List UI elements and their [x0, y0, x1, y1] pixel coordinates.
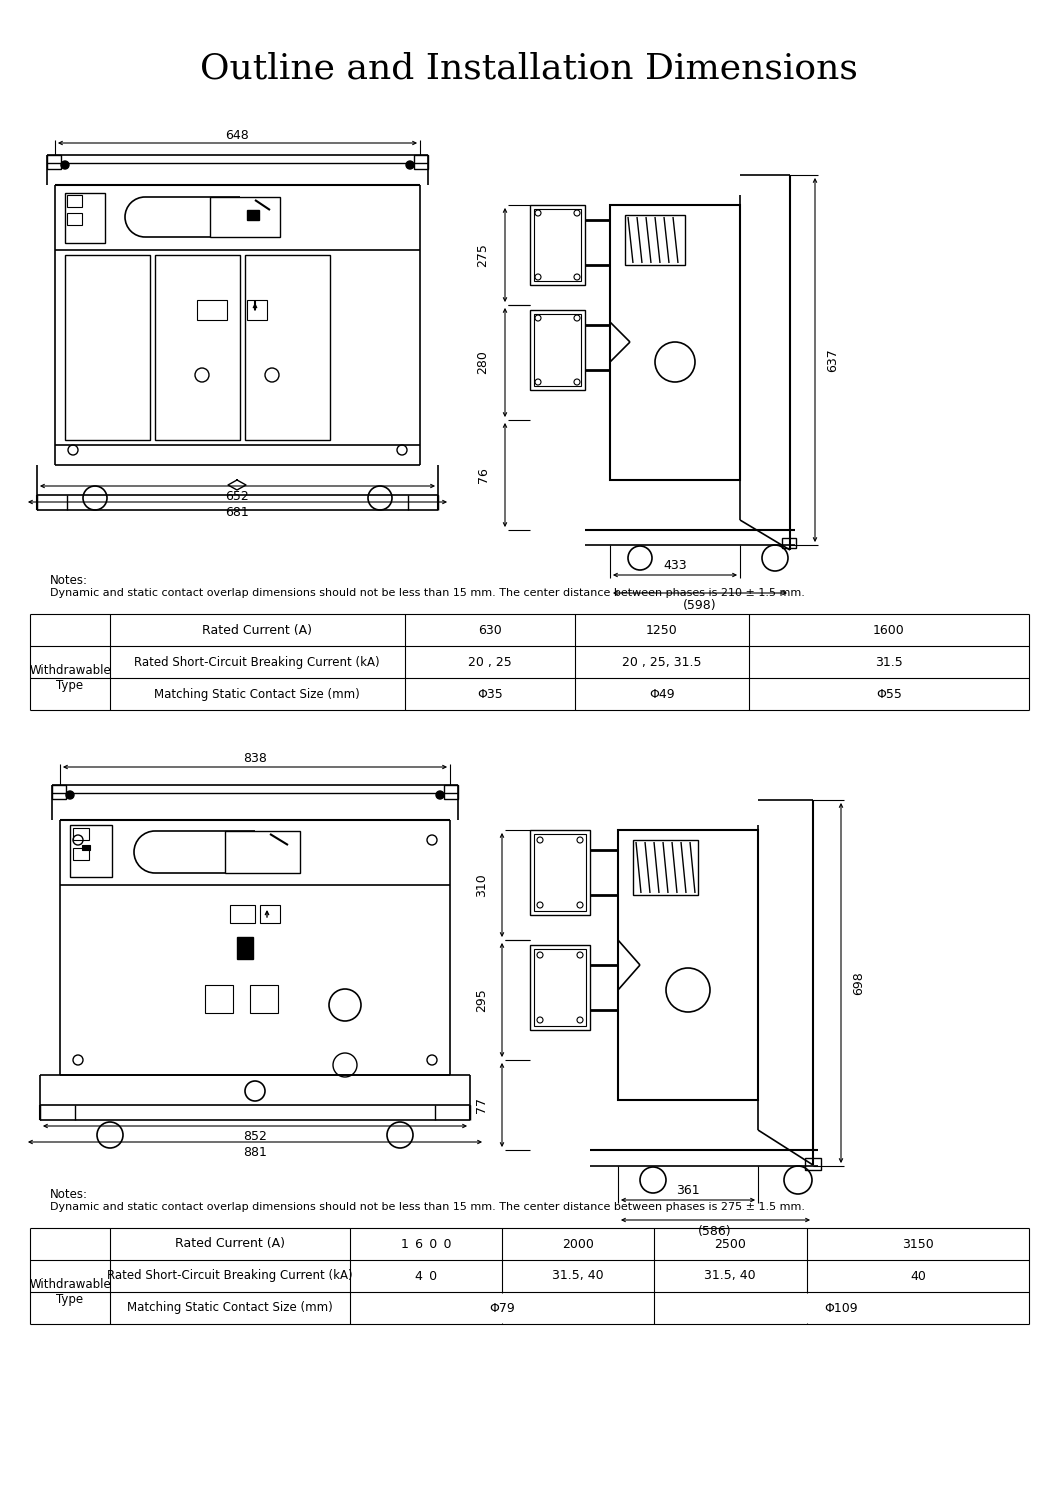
Bar [534, 314, 581, 386]
Text: 275: 275 [477, 242, 489, 266]
Text: 652: 652 [226, 489, 249, 503]
Bar [610, 205, 740, 480]
Text: Matching Static Contact Size (mm): Matching Static Contact Size (mm) [155, 688, 360, 700]
Bar [210, 197, 280, 236]
Text: (586): (586) [698, 1225, 732, 1239]
Text: Notes:: Notes: [50, 1188, 88, 1201]
Text: 40: 40 [910, 1270, 926, 1282]
Bar [247, 301, 267, 320]
Circle shape [66, 791, 74, 799]
Text: Withdrawable
Type: Withdrawable Type [30, 664, 111, 693]
Bar [65, 254, 150, 440]
Text: 361: 361 [677, 1183, 700, 1197]
Bar [261, 905, 280, 923]
Text: 31.5: 31.5 [875, 655, 903, 669]
Text: Dynamic and static contact overlap dimensions should not be less than 15 mm. The: Dynamic and static contact overlap dimen… [50, 1201, 805, 1212]
Text: 76: 76 [477, 467, 489, 483]
Text: Matching Static Contact Size (mm): Matching Static Contact Size (mm) [127, 1302, 333, 1315]
Bar [782, 539, 796, 548]
Bar [197, 301, 227, 320]
Text: 310: 310 [475, 874, 488, 898]
Bar [534, 948, 586, 1026]
Text: 3150: 3150 [902, 1237, 934, 1251]
Bar [67, 194, 82, 206]
Bar [633, 839, 698, 895]
Text: Withdrawable
Type: Withdrawable Type [30, 1278, 111, 1306]
Text: 838: 838 [244, 751, 267, 764]
Bar [530, 310, 585, 390]
Bar [534, 209, 581, 281]
Text: Φ35: Φ35 [478, 688, 503, 700]
Text: 77: 77 [475, 1097, 488, 1113]
Text: 433: 433 [663, 558, 687, 571]
Text: Φ79: Φ79 [489, 1302, 515, 1315]
Bar [73, 827, 89, 839]
Text: Rated Short-Circuit Breaking Current (kA): Rated Short-Circuit Breaking Current (kA… [134, 655, 380, 669]
Bar [247, 209, 259, 220]
Bar [155, 254, 240, 440]
Bar [230, 905, 255, 923]
Text: 698: 698 [852, 971, 865, 995]
Text: Φ49: Φ49 [649, 688, 675, 700]
Text: Outline and Installation Dimensions: Outline and Installation Dimensions [200, 51, 858, 85]
Text: Rated Short-Circuit Breaking Current (kA): Rated Short-Circuit Breaking Current (kA… [107, 1270, 353, 1282]
Bar [73, 848, 89, 860]
Bar [237, 936, 253, 959]
Text: 31.5, 40: 31.5, 40 [704, 1270, 756, 1282]
Text: 20 , 25, 31.5: 20 , 25, 31.5 [623, 655, 702, 669]
Text: 20 , 25: 20 , 25 [468, 655, 511, 669]
Circle shape [436, 791, 444, 799]
Text: Notes:: Notes: [50, 574, 88, 586]
Text: 852: 852 [244, 1131, 267, 1143]
Text: Dynamic and static contact overlap dimensions should not be less than 15 mm. The: Dynamic and static contact overlap dimen… [50, 588, 805, 598]
Bar [618, 830, 758, 1100]
Text: 2500: 2500 [714, 1237, 746, 1251]
Text: Φ55: Φ55 [876, 688, 902, 700]
Bar [530, 205, 585, 286]
Text: 4 0: 4 0 [415, 1270, 437, 1282]
Bar [52, 785, 66, 799]
Bar [205, 984, 233, 1013]
Bar [444, 785, 457, 799]
Bar [625, 215, 685, 265]
Text: 1 6 0 0: 1 6 0 0 [400, 1237, 451, 1251]
Bar [530, 830, 590, 916]
Bar [530, 945, 590, 1031]
Circle shape [61, 162, 69, 169]
Text: Φ109: Φ109 [824, 1302, 858, 1315]
Circle shape [406, 162, 414, 169]
Text: 881: 881 [244, 1146, 267, 1159]
Bar [225, 830, 300, 874]
Bar [82, 845, 90, 850]
Text: Rated Current (A): Rated Current (A) [175, 1237, 285, 1251]
Text: 2000: 2000 [562, 1237, 594, 1251]
Text: 31.5, 40: 31.5, 40 [552, 1270, 604, 1282]
Bar [47, 156, 61, 169]
Text: 648: 648 [226, 129, 249, 142]
Bar [245, 254, 330, 440]
Bar [534, 833, 586, 911]
Text: 681: 681 [226, 506, 249, 519]
Text: 1600: 1600 [873, 624, 904, 636]
Bar [805, 1158, 821, 1170]
Bar [65, 193, 105, 242]
Text: 630: 630 [478, 624, 502, 636]
Bar [250, 984, 279, 1013]
Text: Rated Current (A): Rated Current (A) [202, 624, 312, 636]
Text: (598): (598) [683, 598, 717, 612]
Bar [70, 824, 112, 877]
Bar [67, 212, 82, 224]
Bar [414, 156, 428, 169]
Text: 280: 280 [477, 350, 489, 374]
Text: 637: 637 [826, 349, 840, 373]
Text: 1250: 1250 [646, 624, 678, 636]
Text: 295: 295 [475, 989, 488, 1011]
